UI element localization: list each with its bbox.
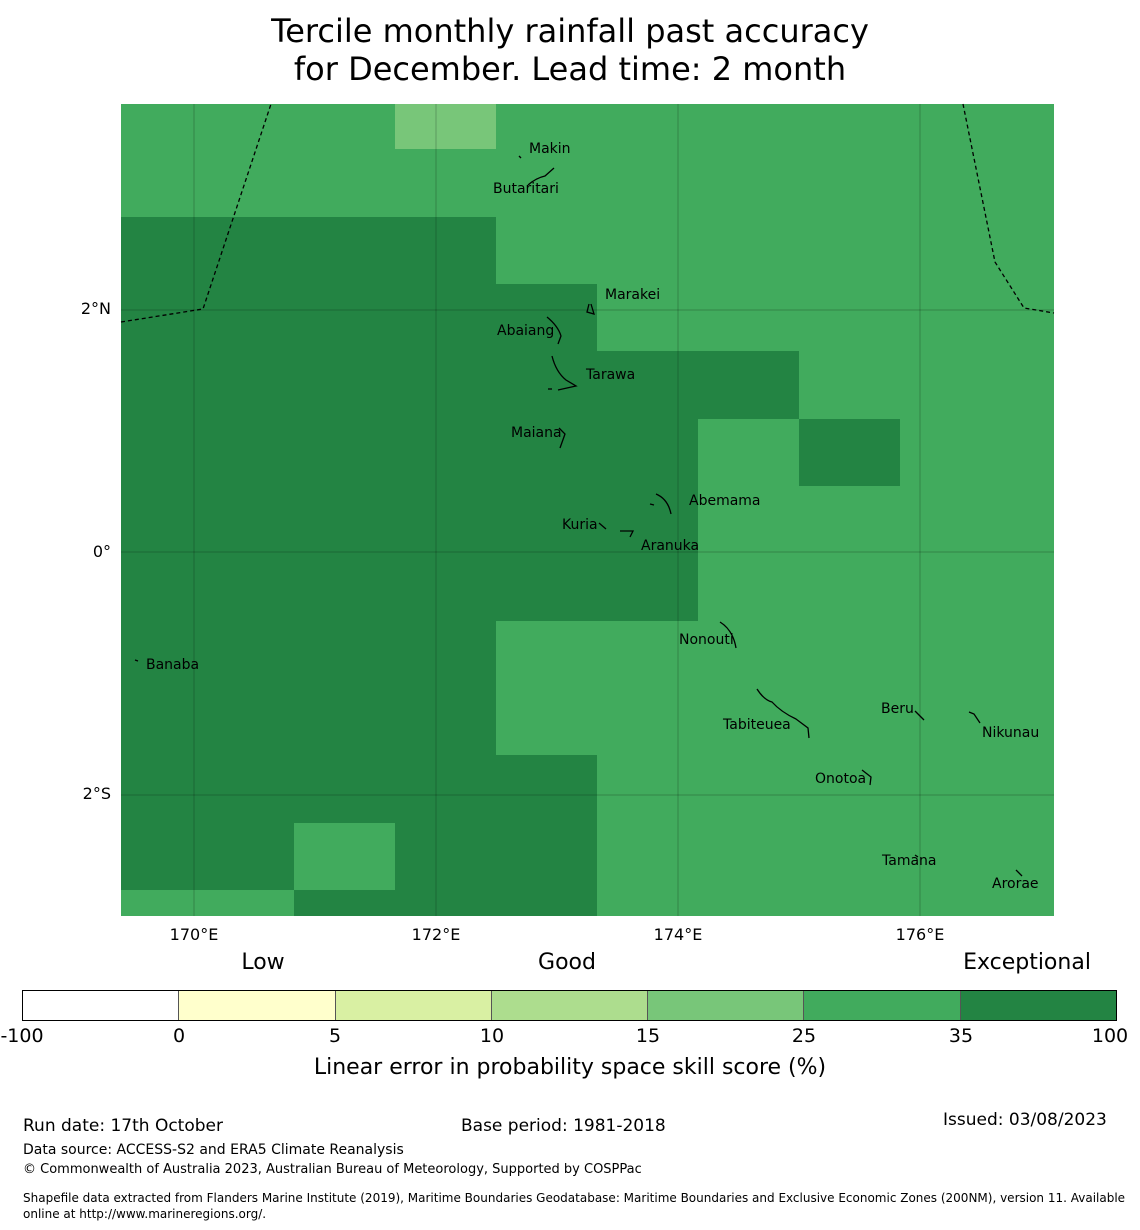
island-label-aranuka: Aranuka bbox=[641, 538, 700, 554]
issued-date: Issued: 03/08/2023 bbox=[943, 1110, 1107, 1130]
coastline bbox=[558, 427, 566, 449]
colorbar-tick: 25 bbox=[791, 1025, 817, 1047]
lat-label-0: 0° bbox=[92, 542, 111, 561]
island-label-beru: Beru bbox=[881, 701, 914, 717]
colorbar bbox=[22, 990, 1117, 1021]
colorbar-tick: 5 bbox=[328, 1025, 342, 1047]
coastline bbox=[518, 155, 522, 159]
colorbar-tick: 35 bbox=[948, 1025, 974, 1047]
base-period: Base period: 1981-2018 bbox=[461, 1116, 666, 1136]
colorbar-title: Linear error in probability space skill … bbox=[313, 1055, 827, 1080]
eez-boundary bbox=[962, 103, 1055, 314]
lat-label-2s: 2°S bbox=[82, 784, 111, 803]
lon-label-170e: 170°E bbox=[169, 925, 219, 944]
coastline bbox=[551, 355, 578, 391]
island-label-makin: Makin bbox=[529, 141, 571, 157]
island-label-nikunau: Nikunau bbox=[982, 725, 1040, 741]
island-label-kuria: Kuria bbox=[562, 517, 598, 533]
coastline bbox=[914, 710, 925, 721]
colorbar-tick: 10 bbox=[479, 1025, 505, 1047]
skill-cell bbox=[799, 419, 900, 486]
coastline bbox=[1015, 869, 1023, 877]
colorbar-category-good: Good bbox=[538, 950, 596, 975]
skill-cell bbox=[294, 823, 395, 890]
shapefile-credit-line1: Shapefile data extracted from Flanders M… bbox=[23, 1191, 1126, 1205]
skill-cell bbox=[294, 890, 496, 916]
eez-boundary bbox=[120, 103, 272, 323]
coastline bbox=[598, 522, 607, 530]
colorbar-segment bbox=[491, 991, 649, 1020]
skill-cell bbox=[121, 217, 496, 621]
colorbar-tick: 15 bbox=[635, 1025, 661, 1047]
island-label-nonouti: Nonouti bbox=[679, 632, 734, 648]
copyright-notice: © Commonwealth of Australia 2023, Austra… bbox=[23, 1162, 642, 1177]
colorbar-tick: -100 bbox=[0, 1025, 44, 1047]
island-label-onotoa: Onotoa bbox=[815, 771, 867, 787]
colorbar-segment bbox=[960, 991, 1116, 1020]
island-outlines bbox=[134, 155, 1023, 877]
skill-cell bbox=[496, 755, 597, 916]
coastline bbox=[968, 711, 981, 724]
map-title-line1: Tercile monthly rainfall past accuracy bbox=[271, 12, 869, 50]
colorbar-segment bbox=[648, 991, 805, 1020]
colorbar-tick: 0 bbox=[172, 1025, 186, 1047]
colorbar-segment bbox=[23, 991, 180, 1020]
island-label-banaba: Banaba bbox=[146, 657, 200, 673]
island-label-abaiang: Abaiang bbox=[497, 323, 555, 339]
shapefile-credit-line2: online at http://www.marineregions.org/. bbox=[23, 1207, 267, 1221]
run-date: Run date: 17th October bbox=[23, 1116, 223, 1136]
colorbar-segment bbox=[179, 991, 336, 1020]
data-source: Data source: ACCESS-S2 and ERA5 Climate … bbox=[23, 1142, 404, 1158]
island-label-arorae: Arorae bbox=[992, 876, 1039, 892]
skill-cell bbox=[597, 351, 799, 419]
colorbar-segment bbox=[804, 991, 961, 1020]
colorbar-category-low: Low bbox=[241, 950, 285, 975]
island-label-tabiteuea: Tabiteuea bbox=[723, 717, 791, 733]
map-title-line2: for December. Lead time: 2 month bbox=[293, 50, 847, 88]
skill-cell bbox=[194, 890, 294, 916]
skill-cell bbox=[496, 284, 597, 621]
colorbar-tick: 100 bbox=[1091, 1025, 1129, 1047]
island-label-tamana: Tamana bbox=[882, 853, 937, 869]
colorbar-segment bbox=[335, 991, 492, 1020]
coastline bbox=[649, 503, 655, 506]
coastline bbox=[527, 167, 555, 186]
island-label-marakei: Marakei bbox=[605, 287, 661, 303]
lat-label-2n: 2°N bbox=[80, 299, 111, 318]
lon-label-172e: 172°E bbox=[411, 925, 461, 944]
coastline bbox=[546, 316, 562, 345]
coastline bbox=[586, 303, 595, 315]
lon-label-174e: 174°E bbox=[653, 925, 703, 944]
island-label-abemama: Abemama bbox=[689, 493, 761, 509]
colorbar-category-exceptional: Exceptional bbox=[963, 950, 1091, 975]
map-canvas bbox=[120, 103, 1055, 916]
island-label-tarawa: Tarawa bbox=[586, 367, 636, 383]
coastline bbox=[134, 659, 139, 662]
coastline bbox=[719, 621, 737, 649]
lon-label-176e: 176°E bbox=[895, 925, 945, 944]
coastline bbox=[861, 769, 872, 786]
island-label-butaritari: Butaritari bbox=[493, 181, 559, 197]
skill-cell bbox=[597, 419, 698, 621]
coastline bbox=[756, 688, 810, 739]
island-label-maiana: Maiana bbox=[511, 425, 562, 441]
coastline bbox=[655, 493, 672, 515]
coastline bbox=[914, 854, 919, 858]
skill-cell bbox=[395, 104, 496, 149]
coastline bbox=[620, 530, 635, 538]
